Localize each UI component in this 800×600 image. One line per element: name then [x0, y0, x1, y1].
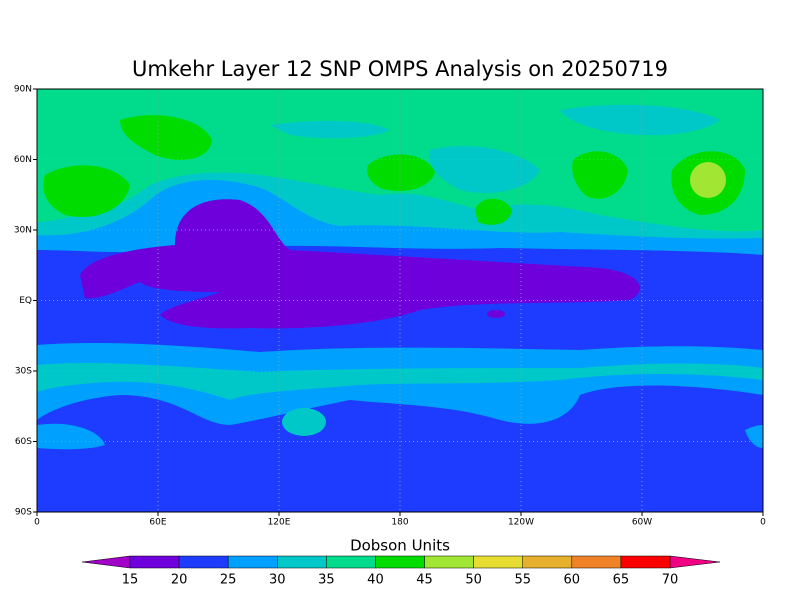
colorbar-tick-label: 35 — [318, 573, 335, 588]
colorbar-tick-label: 30 — [269, 573, 286, 588]
x-tick-label: 120E — [268, 518, 291, 528]
colorbar-tick-label: 40 — [367, 573, 384, 588]
colorbar-box — [227, 555, 278, 569]
colorbar-tick-label: 50 — [465, 573, 482, 588]
colorbar-tick-label: 70 — [662, 573, 679, 588]
y-tick-label: 60S — [15, 437, 32, 447]
colorbar-end — [81, 555, 131, 569]
y-tick-label: EQ — [19, 296, 32, 306]
colorbar-box — [129, 555, 180, 569]
colorbar-box — [178, 555, 229, 569]
colorbar-box — [522, 555, 573, 569]
colorbar-box — [424, 555, 474, 569]
x-tick-label: 60W — [632, 518, 652, 528]
colorbar-tick-label: 65 — [613, 573, 630, 588]
colorbar-tick-label: 20 — [171, 573, 188, 588]
colorbar-box — [326, 555, 376, 569]
x-tick-label: 60E — [149, 518, 166, 528]
x-tick-label: 120W — [508, 518, 534, 528]
y-tick-label: 60N — [14, 155, 32, 165]
title: Umkehr Layer 12 SNP OMPS Analysis on 202… — [132, 57, 668, 81]
colorbar-tick-label: 25 — [220, 573, 237, 588]
colorbar-label: Dobson Units — [350, 537, 450, 555]
colorbar-box — [277, 555, 327, 569]
x-tick-label: 180 — [391, 518, 408, 528]
colorbar-tick-label: 45 — [416, 573, 433, 588]
x-tick-label: 0 — [760, 518, 766, 528]
colorbar-box — [473, 555, 523, 569]
colorbar-end — [669, 555, 721, 569]
y-tick-label: 90N — [14, 85, 32, 95]
colorbar-box — [571, 555, 622, 569]
colorbar-box — [375, 555, 425, 569]
y-tick-label: 90S — [15, 508, 32, 518]
colorbar-tick-label: 55 — [514, 573, 531, 588]
colorbar: 15 20 25 30 35 40 45 50 55 60 65 70 — [81, 555, 721, 588]
x-tick-label: 0 — [34, 518, 40, 528]
y-tick-label: 30N — [14, 226, 32, 236]
y-tick-label: 30S — [15, 367, 32, 377]
colorbar-tick-label: 15 — [122, 573, 139, 588]
colorbar-box — [620, 555, 671, 569]
colorbar-tick-label: 60 — [564, 573, 581, 588]
